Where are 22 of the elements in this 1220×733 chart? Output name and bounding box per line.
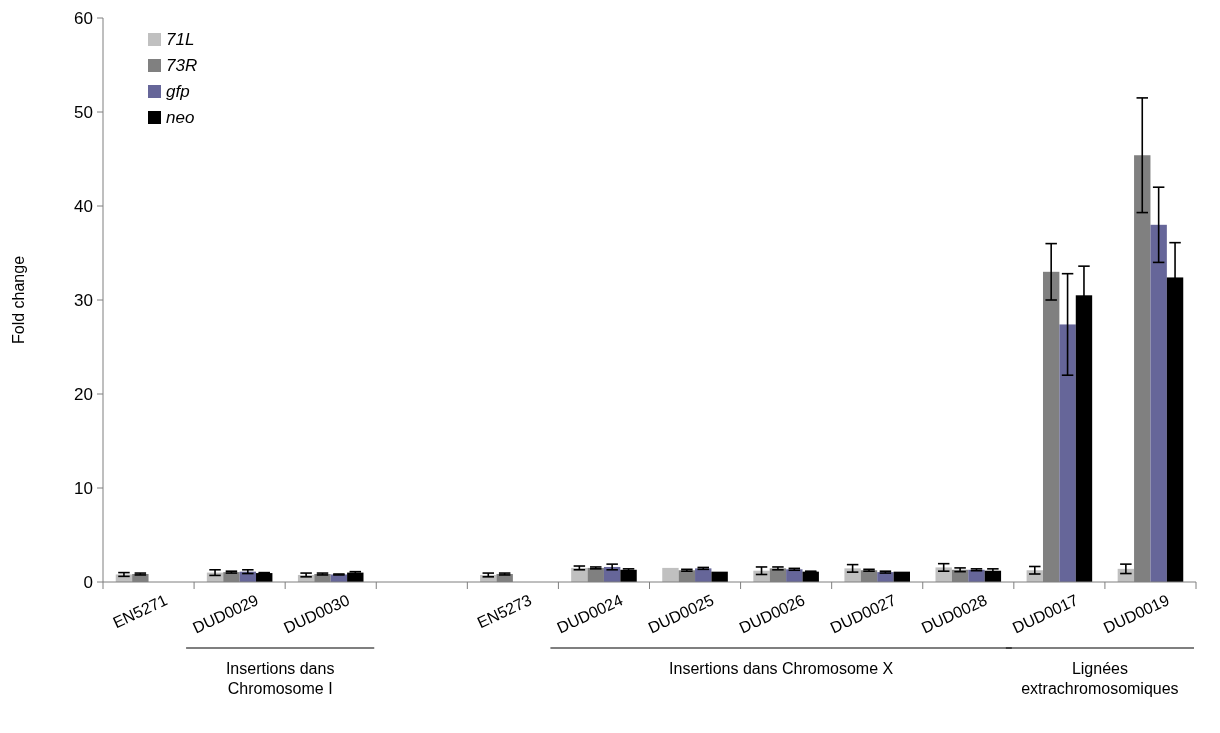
legend-label: 73R	[166, 56, 198, 75]
bar	[1059, 324, 1076, 582]
bar	[695, 568, 712, 582]
bar	[786, 569, 803, 582]
text: Insertions dans Chromosome X	[669, 660, 894, 677]
legend-label: gfp	[166, 82, 190, 101]
legend-label: neo	[166, 108, 195, 127]
bar	[662, 567, 679, 582]
legend-label: 71L	[166, 30, 195, 49]
y-tick-label: 20	[74, 384, 93, 404]
bar	[711, 571, 728, 582]
y-tick-label: 50	[74, 102, 93, 122]
y-tick-label: 10	[74, 478, 93, 498]
y-tick-label: 0	[83, 572, 93, 592]
bar	[571, 567, 588, 582]
text: Lignées extrachromosomiques	[1021, 660, 1179, 697]
text: Insertions dans Chromosome I	[225, 660, 335, 697]
y-axis-title: Fold change	[10, 255, 27, 345]
y-tick-label: 40	[74, 196, 93, 216]
y-tick-label: 60	[74, 8, 93, 28]
bar	[1150, 224, 1167, 582]
y-tick-label: 30	[74, 290, 93, 310]
